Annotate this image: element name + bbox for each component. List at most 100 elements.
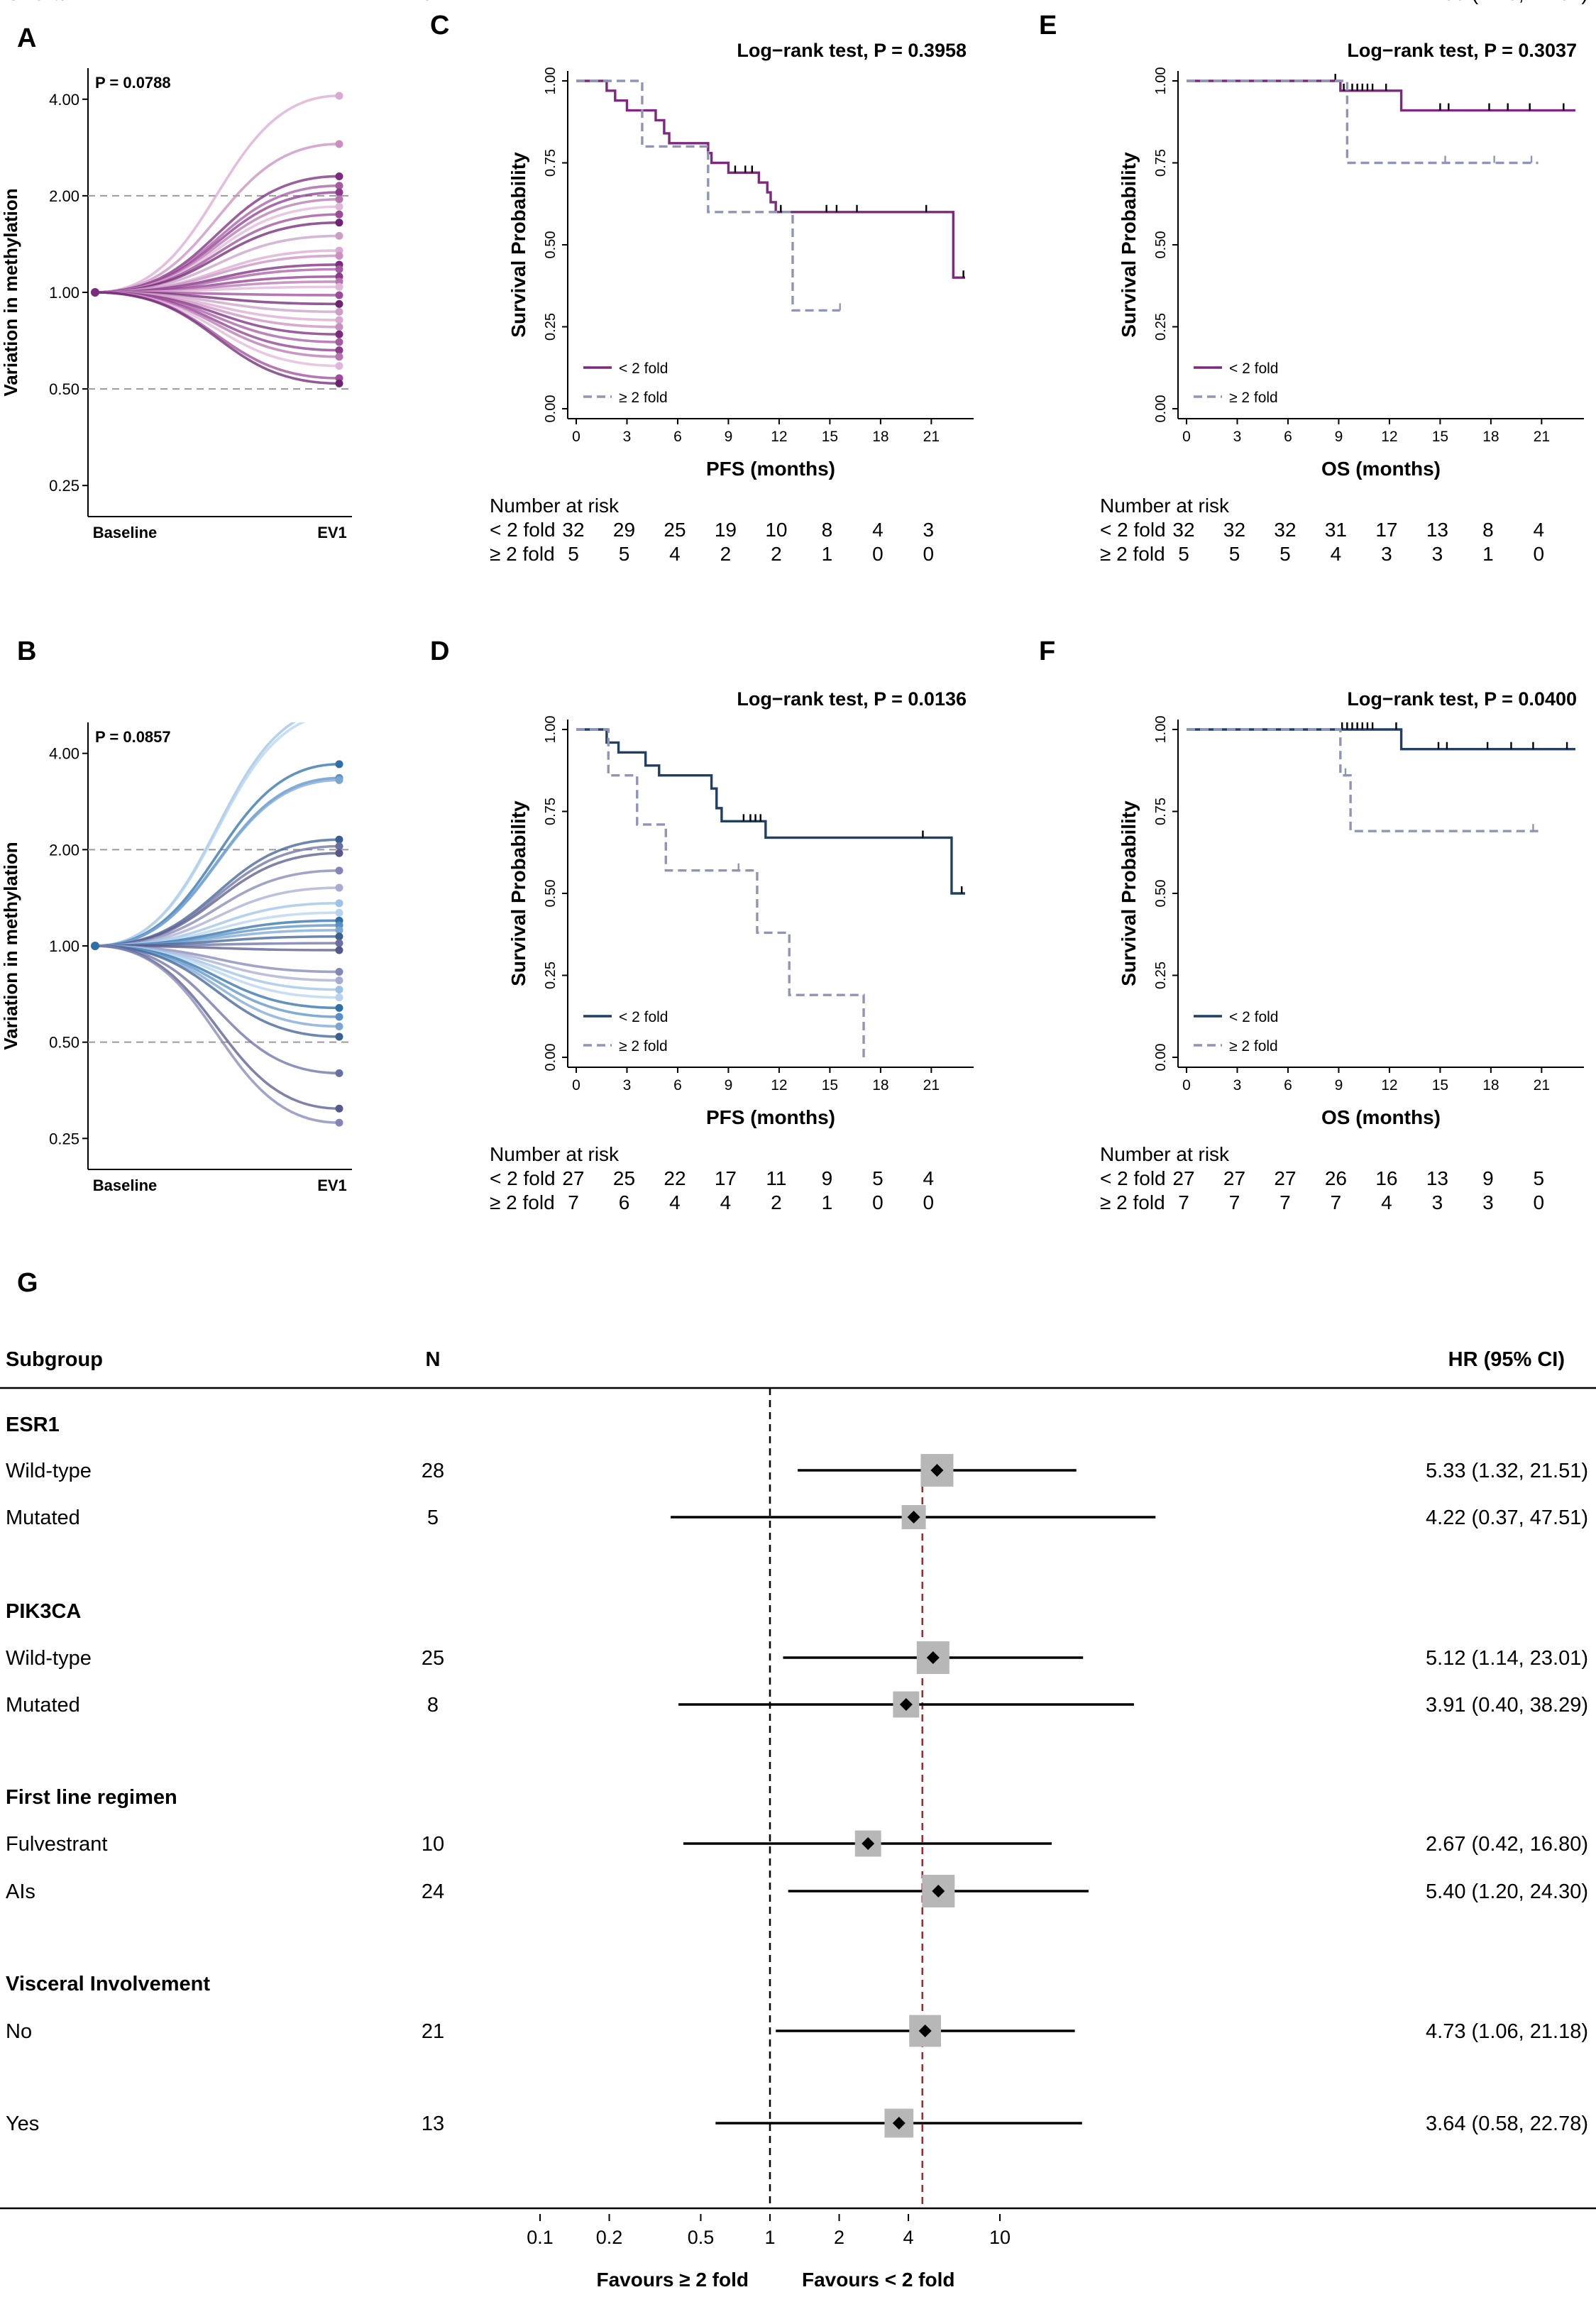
hr-ci-text: 3.64 (0.58, 22.78) bbox=[1426, 2113, 1588, 2135]
point-estimate bbox=[918, 2025, 932, 2037]
y-axis-label: Survival Probability bbox=[1118, 152, 1140, 338]
overall-label: Overall bbox=[6, 0, 75, 5]
ev1-point bbox=[335, 1069, 343, 1077]
ev1-point bbox=[335, 776, 343, 784]
risk-value: 32 bbox=[562, 519, 584, 541]
y-tick-label: 0.25 bbox=[1153, 313, 1169, 341]
ev1-point bbox=[335, 993, 343, 1002]
subgroup-label: Yes bbox=[6, 2113, 39, 2135]
x-tick-label: 18 bbox=[1482, 1077, 1499, 1094]
series-lines bbox=[94, 94, 340, 385]
risk-value: 0 bbox=[1534, 543, 1545, 565]
ev1-point bbox=[335, 182, 343, 190]
hr-ci-text: 4.73 (1.06, 21.18) bbox=[1426, 2020, 1588, 2043]
x-tick-label: Baseline bbox=[93, 1177, 158, 1194]
risk-value: 25 bbox=[664, 519, 686, 541]
x-tick-label: 15 bbox=[822, 429, 838, 445]
x-tick-label: 18 bbox=[872, 429, 888, 445]
risk-value: 4 bbox=[1381, 1191, 1392, 1213]
point-estimate bbox=[932, 1885, 945, 1897]
risk-value: 5 bbox=[619, 543, 630, 565]
risk-table-header: Number at risk bbox=[490, 1143, 620, 1165]
y-axis-label: Variation in methylation bbox=[0, 842, 21, 1050]
x-tick-label: 0 bbox=[572, 1077, 580, 1094]
column-header-subgroup: Subgroup bbox=[6, 1348, 103, 1371]
x-axis-label: PFS (months) bbox=[706, 458, 835, 480]
km-curve-lt2 bbox=[576, 728, 965, 895]
risk-value: 13 bbox=[1426, 1167, 1448, 1189]
y-tick-label: 0.50 bbox=[543, 231, 558, 259]
y-tick-label: 0.75 bbox=[543, 798, 558, 825]
risk-table-label: ≥ 2 fold bbox=[1100, 1191, 1165, 1213]
ev1-point bbox=[335, 379, 343, 387]
x-tick-label: 15 bbox=[1432, 1077, 1448, 1094]
risk-table-label: ≥ 2 fold bbox=[490, 1191, 555, 1213]
ev1-point bbox=[335, 976, 343, 985]
risk-value: 9 bbox=[1482, 1167, 1494, 1189]
risk-value: 31 bbox=[1325, 519, 1347, 541]
x-tick-label: EV1 bbox=[317, 1177, 347, 1194]
baseline-point bbox=[91, 288, 99, 297]
baseline-point bbox=[91, 942, 99, 950]
y-axis-label: Survival Probability bbox=[507, 800, 529, 986]
subject-line bbox=[94, 94, 340, 294]
x-tick-label: 6 bbox=[1284, 1077, 1292, 1094]
subgroup-label: Mutated bbox=[6, 1694, 80, 1717]
hr-ci-text: 2.67 (0.42, 16.80) bbox=[1426, 1833, 1588, 1856]
point-estimate bbox=[930, 1464, 944, 1477]
panel-a: A 4.00 2.00 1.00 0.50 0.25 Baseline EV1 P = 0.07… bbox=[0, 23, 352, 541]
risk-value: 5 bbox=[1279, 543, 1291, 565]
risk-value: 1 bbox=[1482, 543, 1494, 565]
risk-table-label: < 2 fold bbox=[1100, 519, 1166, 541]
panel-label-g: G bbox=[17, 1268, 38, 1298]
x-tick-label: 21 bbox=[923, 429, 940, 445]
risk-value: 8 bbox=[822, 519, 833, 541]
x-tick-label: 21 bbox=[1534, 1077, 1550, 1094]
x-tick-label: 2 bbox=[834, 2227, 844, 2248]
y-tick-label: 1.00 bbox=[49, 937, 79, 955]
ev1-point bbox=[335, 202, 343, 211]
legend-label: ≥ 2 fold bbox=[1229, 1038, 1278, 1054]
ev1-point bbox=[335, 265, 343, 274]
y-tick-label: 0.25 bbox=[1153, 962, 1169, 989]
risk-table-label: ≥ 2 fold bbox=[490, 543, 555, 565]
risk-value: 17 bbox=[1375, 519, 1397, 541]
y-tick-label: 0.50 bbox=[1153, 231, 1169, 259]
panel-label-b: B bbox=[17, 637, 36, 666]
risk-value: 5 bbox=[568, 543, 579, 565]
y-tick-label: 0.00 bbox=[543, 395, 558, 423]
risk-value: 7 bbox=[1229, 1191, 1240, 1213]
subgroup-header: Visceral Involvement bbox=[6, 1973, 210, 1995]
risk-value: 32 bbox=[1172, 519, 1194, 541]
risk-value: 16 bbox=[1375, 1167, 1397, 1189]
ev1-point bbox=[335, 338, 343, 346]
n-value: 10 bbox=[422, 1833, 444, 1856]
subgroup-label: Mutated bbox=[6, 1506, 80, 1529]
y-tick-label: 1.00 bbox=[1153, 67, 1169, 95]
y-tick-label: 0.50 bbox=[543, 880, 558, 908]
risk-value: 0 bbox=[872, 1191, 884, 1213]
risk-value: 8 bbox=[1482, 519, 1494, 541]
ev1-point bbox=[335, 899, 343, 908]
subject-line bbox=[94, 291, 340, 385]
x-tick-label: 3 bbox=[1233, 1077, 1242, 1094]
ev1-point bbox=[335, 188, 343, 197]
legend-label: ≥ 2 fold bbox=[619, 390, 668, 406]
ev1-point bbox=[335, 1032, 343, 1041]
ev1-point bbox=[335, 932, 343, 941]
subgroup-label: Fulvestrant bbox=[6, 1833, 107, 1856]
km-curve-ge2 bbox=[1187, 79, 1539, 165]
x-tick-label: 18 bbox=[1482, 429, 1499, 445]
x-tick-label: 6 bbox=[673, 429, 682, 445]
hr-ci-text: 5.40 (1.20, 24.30) bbox=[1426, 1880, 1588, 1903]
y-tick-label: 0.75 bbox=[543, 149, 558, 177]
x-tick-label: 4 bbox=[903, 2227, 914, 2248]
panel-c: C0.000.250.500.751.000 3 6 9 12 15 18 21< 2 fol… bbox=[430, 11, 974, 565]
panel-f: F 0.00 0.25 0.50 0.75 1.00 0 3 6 9 12 15 18 21 < 2 fol… bbox=[1039, 637, 1584, 1213]
risk-table-header: Number at risk bbox=[490, 495, 620, 517]
y-tick-label: 1.00 bbox=[543, 716, 558, 744]
x-tick-label: Baseline bbox=[93, 524, 158, 541]
n-value: 8 bbox=[427, 1694, 439, 1717]
